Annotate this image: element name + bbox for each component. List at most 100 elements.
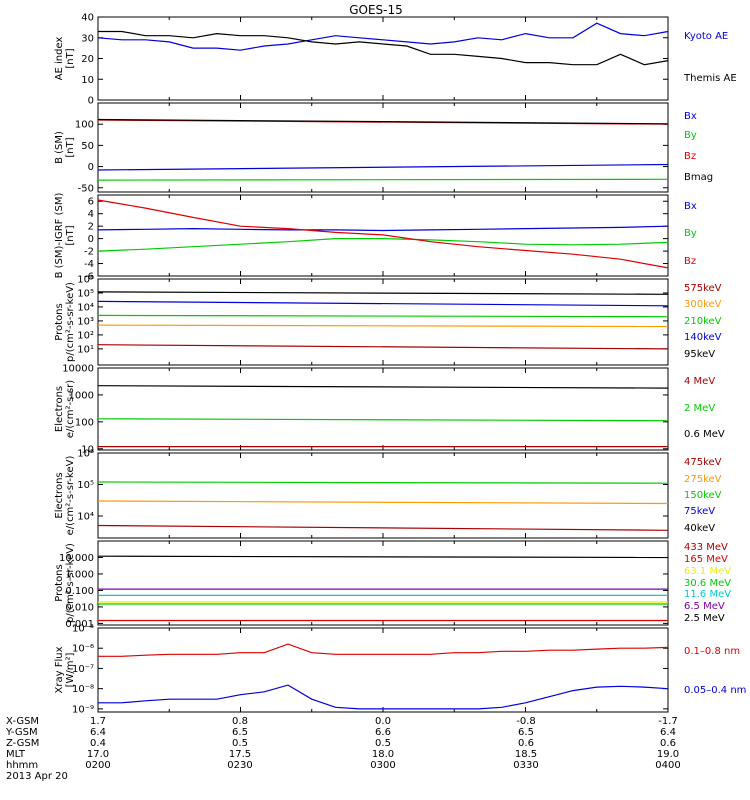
x-axis-value: -1.7 [658, 716, 678, 727]
series-line [97, 163, 669, 171]
series-line [97, 481, 669, 484]
panel-frame [97, 367, 669, 451]
legend-label: 2.5 MeV [684, 613, 725, 624]
y-tick-label: 10000 [62, 364, 94, 375]
legend-label: 11.6 MeV [684, 589, 731, 600]
y-axis-label: AE index [54, 37, 65, 81]
legend-label: 0.6 MeV [684, 429, 725, 440]
y-tick-label: 6 [88, 197, 94, 208]
y-tick-label: 0 [88, 162, 94, 173]
y-tick-label: 10⁶ [77, 449, 94, 460]
y-axis-units: [nT] [65, 48, 76, 68]
y-tick-label: 10.000 [59, 553, 94, 564]
y-tick-label: 40 [81, 13, 94, 24]
y-tick-label: 10 [81, 75, 94, 86]
panel-bsm: 100 50 0 -50 B (SM) [nT] Bx By Bz Bmag [54, 102, 713, 194]
y-tick-label: 1.000 [65, 569, 94, 580]
x-axis-value: 6.5 [518, 727, 534, 738]
y-tick-label: 10⁵ [77, 288, 94, 299]
panel-frame [97, 102, 669, 193]
x-axis-row-label: hhmm [6, 760, 38, 771]
panel-protons2: 10.000 1.000 0.100 0.010 0.001 Protons p/(cm²-… [54, 540, 731, 630]
series-line [97, 300, 669, 307]
legend-label: 300keV [684, 299, 722, 310]
series-line [97, 500, 669, 505]
x-axis-value: -0.8 [516, 716, 536, 727]
x-axis-row-label: Z-GSM [6, 738, 39, 749]
y-tick-label: 10⁻⁵ [72, 624, 94, 635]
chart-title: GOES-15 [349, 3, 403, 17]
x-axis-value: 6.5 [232, 727, 248, 738]
y-axis-units: e/(cm²-s-sr-keV) [65, 456, 76, 536]
legend-label: 4 MeV [684, 376, 715, 387]
panel-electrons1: 10000 1000 100 10 Electrons e/(cm²-s-sr) 4 MeV… [54, 364, 725, 456]
panel-frame [97, 540, 669, 626]
series-line [97, 238, 669, 252]
x-axis-value: 0330 [513, 760, 538, 771]
series-line [97, 344, 669, 350]
y-tick-label: 10⁵ [77, 480, 94, 491]
legend-label: By [684, 130, 697, 141]
y-axis-units: p/(cm²-s-sr-keV) [65, 543, 76, 623]
y-tick-label: 10² [77, 330, 94, 341]
y-tick-label: -6 [84, 272, 94, 283]
y-tick-label: 10⁻⁷ [72, 664, 94, 675]
x-axis-value: 6.4 [90, 727, 106, 738]
y-tick-label: 30 [81, 33, 94, 44]
y-axis-label: Protons [54, 564, 65, 601]
x-axis-row-label: X-GSM [6, 716, 39, 727]
y-tick-label: 0.100 [65, 586, 94, 597]
series-line [97, 225, 669, 232]
x-axis-value: 0.4 [90, 738, 106, 749]
series-line [98, 643, 669, 657]
series-line [97, 178, 669, 181]
legend-label: 6.5 MeV [684, 601, 725, 612]
legend-label: 210keV [684, 316, 722, 327]
series-line [97, 385, 669, 389]
y-tick-label: 10⁻⁹ [72, 704, 94, 715]
y-axis-units: [nT] [65, 137, 76, 157]
y-tick-label: 4 [88, 209, 94, 220]
x-axis-value: 0.8 [232, 716, 248, 727]
legend-label: Kyoto AE [684, 31, 728, 42]
legend-label: Bx [684, 111, 697, 122]
y-tick-label: -2 [84, 247, 94, 258]
series-line [97, 418, 669, 422]
x-axis-value: 6.4 [660, 727, 676, 738]
y-axis-label: B (SM)-IGRF (SM) [54, 193, 65, 279]
legend-label: Bx [684, 201, 697, 212]
date-label: 2013 Apr 20 [6, 771, 68, 782]
series-line [97, 314, 669, 318]
legend-label: By [684, 228, 697, 239]
legend-label: 40keV [684, 523, 715, 534]
y-tick-label: -50 [78, 183, 94, 194]
legend-label: 95keV [684, 349, 715, 360]
x-axis-value: 0.0 [375, 716, 391, 727]
y-axis-units: [nT] [65, 225, 76, 245]
y-tick-label: 50 [81, 141, 94, 152]
legend-label: 475keV [684, 457, 722, 468]
panel-bigrf: 64 20 -2-4 -6 B (SM)-IGRF (SM) [nT] Bx By Bz [54, 193, 697, 283]
x-axis-value: 18.5 [515, 749, 537, 760]
legend-label: 2 MeV [684, 403, 715, 414]
series-line [97, 118, 669, 125]
x-axis-value: 17.0 [87, 749, 109, 760]
y-tick-label: 20 [81, 54, 94, 65]
y-tick-label: 0 [88, 234, 94, 245]
legend-label: 63.1 MeV [684, 566, 731, 577]
series-line [97, 555, 669, 559]
panel-frame [97, 16, 669, 101]
y-tick-label: 0 [88, 96, 94, 107]
y-axis-label: Electrons [54, 472, 65, 518]
x-axis-value: 0200 [85, 760, 110, 771]
y-tick-label: 100 [75, 120, 94, 131]
x-axis-value: 17.5 [229, 749, 251, 760]
x-axis-value: 18.0 [372, 749, 394, 760]
legend-label: Bmag [684, 172, 713, 183]
series-line [98, 684, 669, 710]
x-axis-value: 0.6 [660, 738, 676, 749]
series-line [97, 324, 669, 328]
y-axis-units: [W/m²] [65, 652, 76, 687]
y-tick-label: -4 [84, 259, 94, 270]
